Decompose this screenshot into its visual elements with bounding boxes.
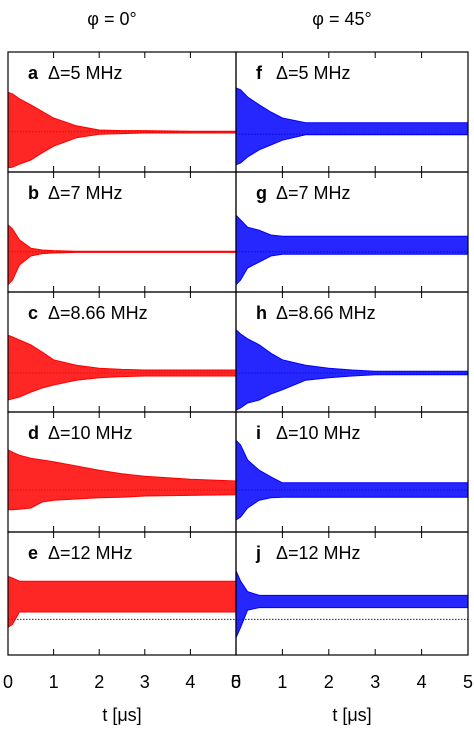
signal-envelope (235, 87, 469, 166)
panel-letter: d (28, 423, 39, 443)
panel-frame (235, 171, 469, 293)
signal-envelope (235, 328, 469, 412)
panel-letter: b (28, 183, 39, 203)
x-tick-label: 3 (140, 672, 150, 692)
x-axis-label: t [μs] (332, 705, 371, 725)
x-tick-label: 0 (3, 672, 13, 692)
x-tick-label: 3 (370, 672, 380, 692)
signal-envelope (235, 570, 469, 638)
panel-letter: a (28, 63, 39, 83)
panel-letter: c (28, 303, 38, 323)
x-tick-label: 1 (49, 672, 59, 692)
column-title: φ = 0° (87, 9, 136, 29)
panel-annotation: Δ=7 MHz (276, 183, 351, 203)
signal-envelope (7, 334, 237, 401)
panel-annotation: Δ=10 MHz (276, 423, 361, 443)
panel-annotation: Δ=5 MHz (48, 63, 123, 83)
x-tick-label: 2 (94, 672, 104, 692)
signal-envelope (7, 223, 237, 287)
x-tick-label: 4 (185, 672, 195, 692)
signal-envelope (7, 448, 237, 511)
signal-envelope (7, 91, 237, 169)
panel-frame (235, 531, 469, 656)
panel-letter: h (256, 303, 267, 323)
panel-letter: g (256, 183, 267, 203)
column-title: φ = 45° (312, 9, 371, 29)
x-tick-label: 0 (231, 672, 241, 692)
x-tick-label: 2 (324, 672, 334, 692)
panel-annotation: Δ=7 MHz (48, 183, 123, 203)
panel-annotation: Δ=10 MHz (48, 423, 133, 443)
panel-annotation: Δ=12 MHz (48, 543, 133, 563)
x-axis-label: t [μs] (102, 705, 141, 725)
signal-envelope (235, 438, 469, 521)
x-tick-label: 4 (417, 672, 427, 692)
panel-annotation: Δ=8.66 MHz (276, 303, 376, 323)
x-tick-label: 5 (231, 672, 241, 692)
panel-letter: e (28, 543, 38, 563)
panel-annotation: Δ=12 MHz (276, 543, 361, 563)
panel-letter: f (256, 63, 263, 83)
signal-envelope (235, 213, 469, 287)
panel-letter: j (255, 543, 261, 563)
panel-annotation: Δ=8.66 MHz (48, 303, 148, 323)
panel-annotation: Δ=5 MHz (276, 63, 351, 83)
x-tick-label: 5 (463, 672, 473, 692)
panel-letter: i (256, 423, 261, 443)
x-tick-label: 1 (277, 672, 287, 692)
